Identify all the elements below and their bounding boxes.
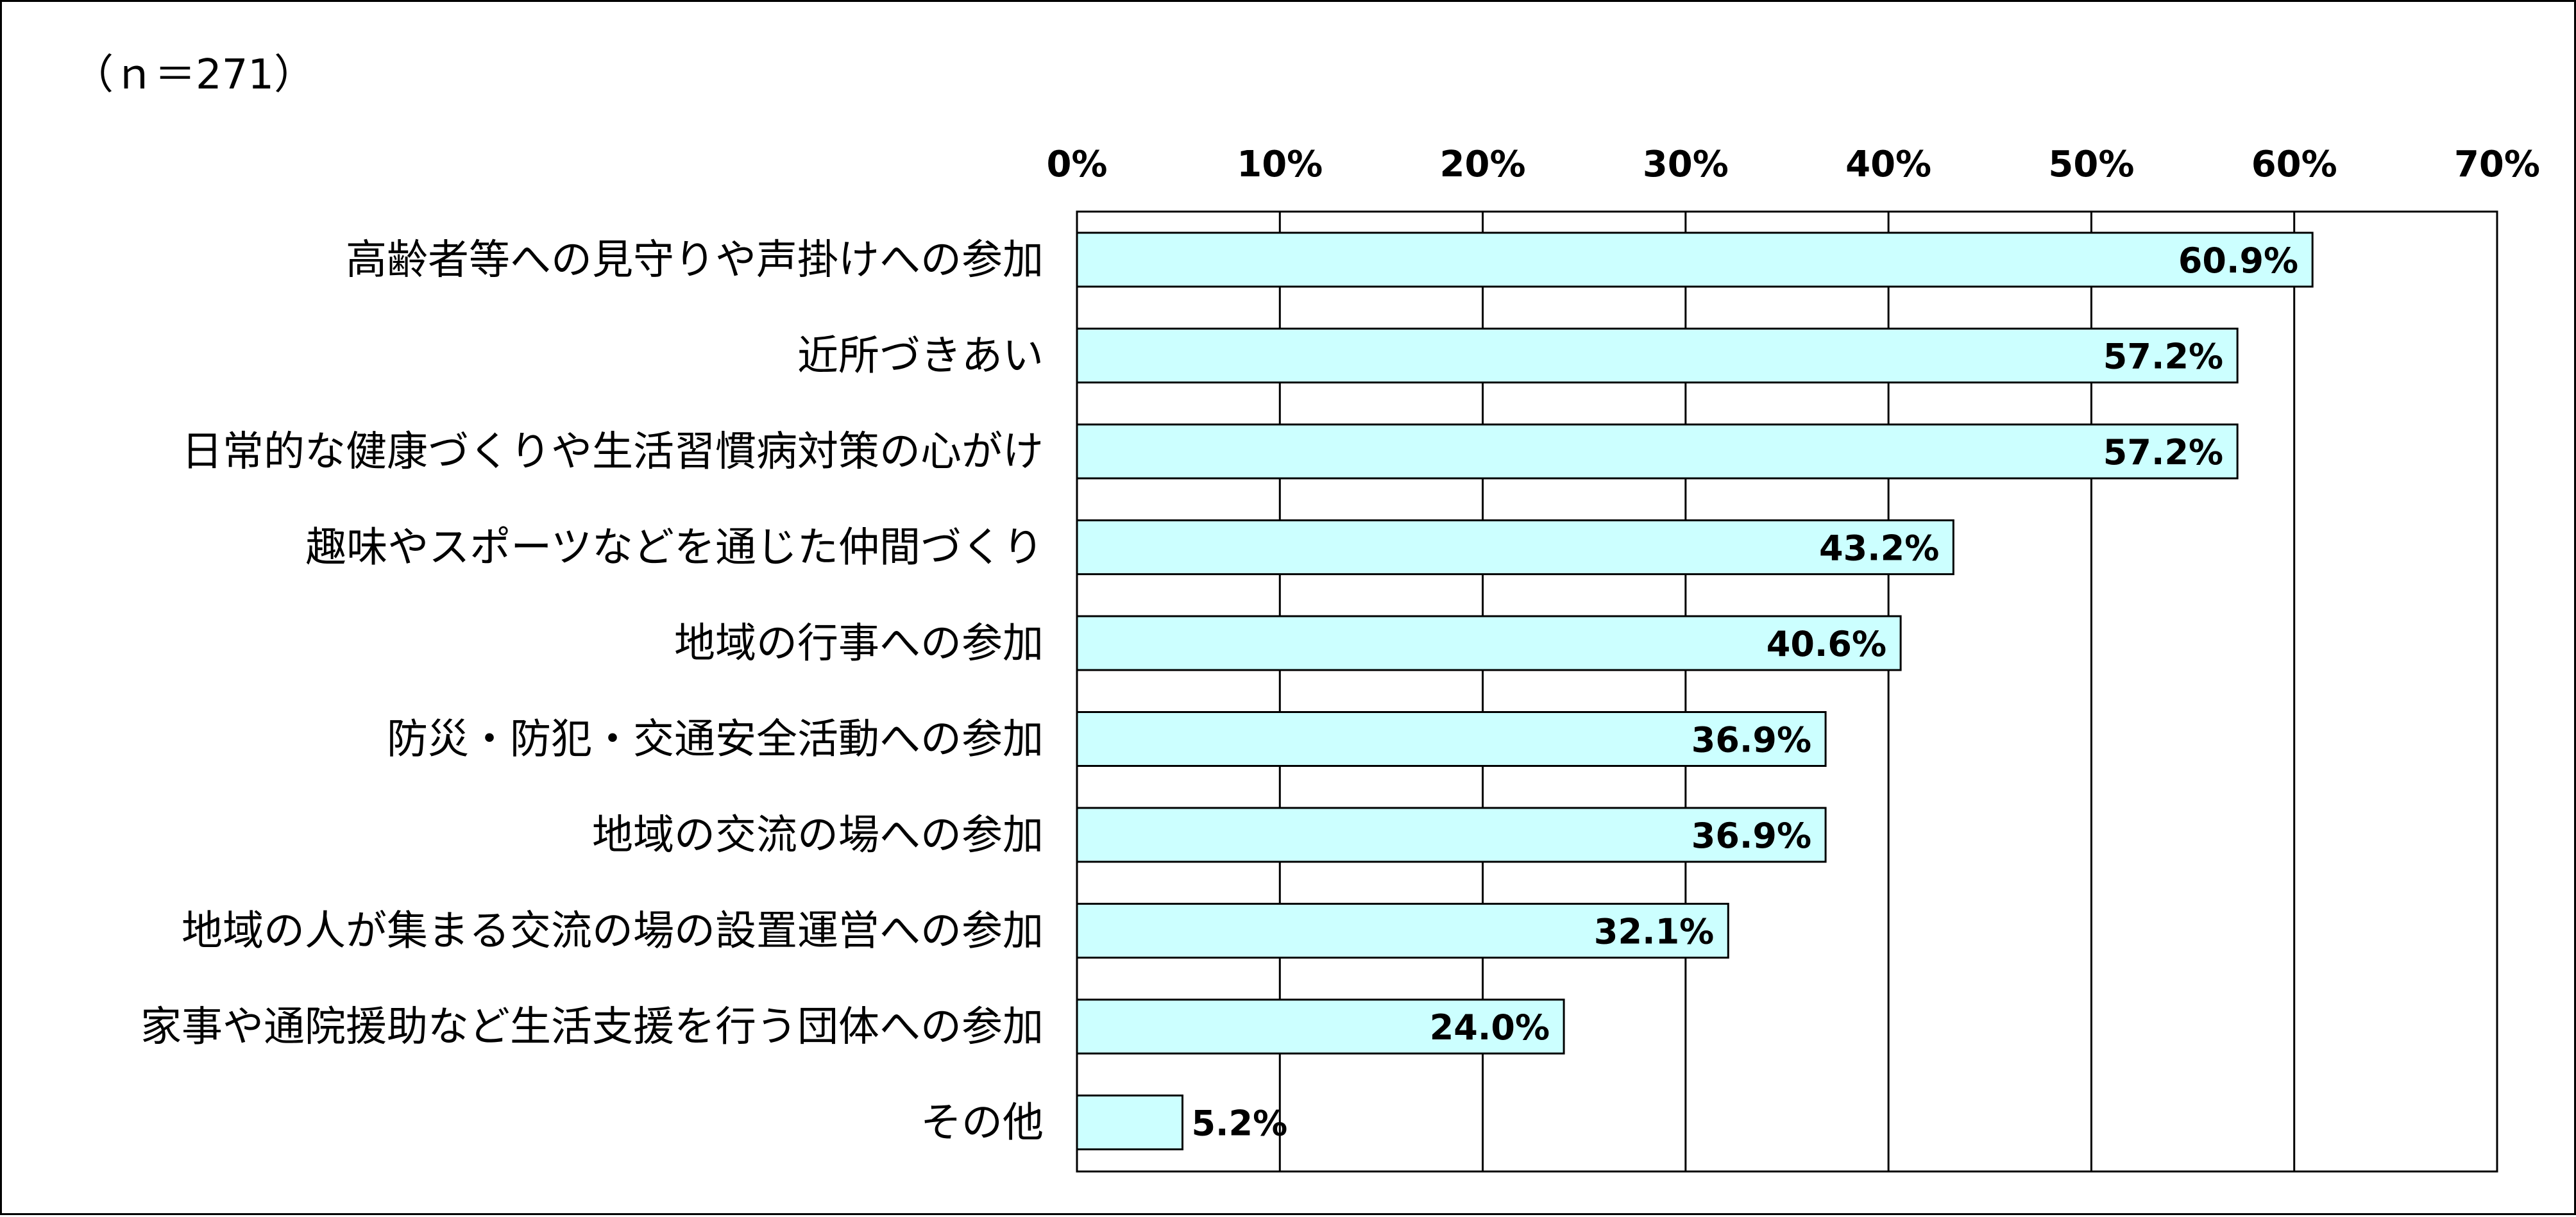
category-label: 防災・防犯・交通安全活動への参加: [387, 716, 1044, 764]
value-label: 57.2%: [2103, 432, 2223, 473]
value-label: 60.9%: [2178, 240, 2298, 281]
category-label: 地域の行事への参加: [674, 620, 1044, 667]
x-tick-label: 30%: [1643, 144, 1729, 185]
bar: [1076, 998, 1565, 1055]
x-tick-label: 20%: [1440, 144, 1526, 185]
value-label: 43.2%: [1819, 528, 1939, 569]
x-axis-ticks: 0% 10% 20% 30% 40% 50% 60% 70%: [1046, 144, 2540, 185]
bar: [1076, 807, 1827, 863]
value-label: 24.0%: [1430, 1007, 1550, 1048]
x-tick-label: 50%: [2048, 144, 2134, 185]
bar: [1076, 615, 1902, 671]
bar: [1076, 423, 2239, 480]
bar: [1076, 328, 2239, 383]
bars: [1076, 231, 2314, 1150]
bar: [1076, 711, 1827, 767]
x-tick-label: 40%: [1845, 144, 1931, 185]
sample-size-note: （ｎ＝271）: [72, 51, 315, 99]
value-label: 36.9%: [1691, 816, 1811, 856]
x-tick-label: 0%: [1046, 144, 1107, 185]
x-tick-label: 10%: [1237, 144, 1323, 185]
value-label: 40.6%: [1767, 624, 1886, 664]
bar: [1076, 903, 1729, 959]
value-label: 57.2%: [2103, 337, 2223, 377]
category-label: 趣味やスポーツなどを通じた仲間づくり: [305, 525, 1044, 572]
category-label: 日常的な健康づくりや生活習慣病対策の心がけ: [182, 428, 1044, 476]
category-labels: 高齢者等への見守りや声掛けへの参加近所づきあい日常的な健康づくりや生活習慣病対策…: [140, 237, 1044, 1147]
x-tick-label: 70%: [2454, 144, 2540, 185]
x-tick-label: 60%: [2251, 144, 2337, 185]
value-label: 36.9%: [1691, 720, 1811, 760]
value-label: 5.2%: [1191, 1104, 1287, 1144]
category-label: 近所づきあい: [797, 333, 1044, 380]
category-label: その他: [920, 1100, 1044, 1147]
value-labels: 60.9% 57.2% 57.2% 43.2% 40.6% 36.9% 36.9% 32.1%…: [1191, 240, 2298, 1144]
plot-area-border: [1076, 210, 2498, 1173]
bar: [1076, 231, 2314, 288]
category-label: 地域の交流の場への参加: [592, 812, 1044, 859]
bar: [1076, 519, 1954, 575]
bar: [1076, 1095, 1183, 1150]
category-label: 高齢者等への見守りや声掛けへの参加: [346, 237, 1044, 284]
value-label: 32.1%: [1594, 912, 1714, 952]
category-label: 家事や通院援助など生活支援を行う団体への参加: [140, 1003, 1044, 1051]
category-label: 地域の人が集まる交流の場の設置運営への参加: [182, 908, 1044, 955]
